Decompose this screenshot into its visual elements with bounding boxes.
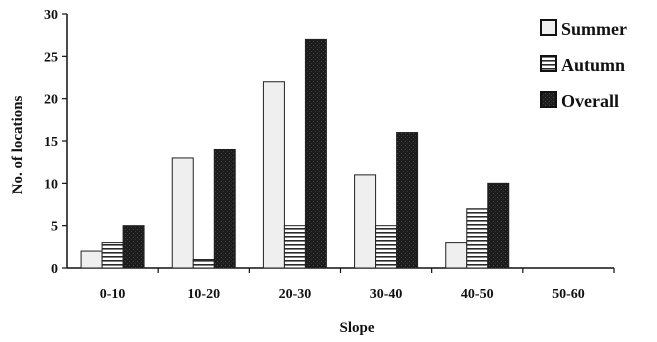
x-tick-label: 30-40 [370,287,403,302]
bar-overall-30-40 [396,132,419,269]
x-tick-label: 10-20 [187,287,220,302]
y-tick-label: 25 [44,50,58,65]
bar-overall-40-50 [487,182,510,269]
x-tick-label: 40-50 [461,287,494,302]
y-tick-label: 0 [51,262,58,277]
bar-summer-40-50 [445,242,468,269]
bar-summer-20-30 [262,81,285,269]
x-tick-label: 50-60 [552,287,585,302]
bar-autumn-10-20 [192,259,215,269]
bar-autumn-30-40 [375,225,398,269]
y-tick-label: 10 [44,177,58,192]
y-tick-label: 15 [44,135,58,150]
bars [80,38,510,269]
bar-summer-30-40 [354,174,377,269]
bar-overall-20-30 [304,38,327,269]
legend-label-summer: Summer [561,19,627,39]
y-tick-label: 20 [44,93,58,108]
bar-autumn-40-50 [466,208,489,269]
legend-swatch-autumn [540,55,557,72]
tick-labels: 0 5 10 15 20 25 30 0-10 10-20 20-30 30-40 40-50 50-6… [44,8,585,302]
legend: Summer Autumn Overall [540,19,627,111]
bar-overall-0-10 [122,225,145,269]
legend-swatch-summer [540,19,557,36]
y-axis-label: No. of locations [10,95,26,194]
legend-label-autumn: Autumn [561,55,625,75]
bar-summer-10-20 [171,157,194,269]
legend-swatch-overall [540,91,557,108]
bar-autumn-20-30 [283,225,306,269]
y-tick-label: 30 [44,8,58,23]
legend-label-overall: Overall [561,91,619,111]
x-axis-label: Slope [339,320,374,336]
bar-overall-10-20 [213,148,236,269]
axes [62,13,615,273]
x-tick-label: 20-30 [279,287,312,302]
x-tick-label: 0-10 [100,287,126,302]
bar-summer-0-10 [80,250,103,269]
bar-autumn-0-10 [101,242,124,269]
y-tick-label: 5 [51,220,58,235]
